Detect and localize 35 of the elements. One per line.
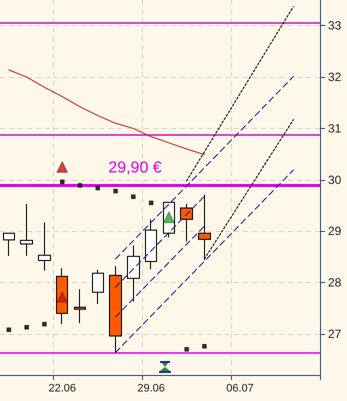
point — [56, 161, 68, 173]
candlestick — [20, 203, 33, 256]
point — [148, 200, 154, 206]
x-tick-label: 06.07 — [226, 382, 254, 394]
point — [96, 186, 100, 190]
candlestick — [145, 218, 157, 270]
x-tick-label: 29.06 — [137, 382, 165, 394]
y-tick-label: 27 — [328, 326, 342, 341]
point — [184, 347, 189, 352]
candlestick — [92, 269, 104, 305]
candlestick — [127, 245, 140, 302]
candlestick — [109, 266, 122, 354]
point — [78, 183, 82, 188]
point — [60, 180, 64, 184]
point — [113, 188, 118, 194]
line-series — [8, 69, 205, 156]
y-tick-label: 29 — [328, 224, 342, 238]
y-tick-label: 31 — [328, 121, 342, 136]
candlestick — [3, 232, 15, 256]
x-tick-label: 22.06 — [48, 382, 76, 394]
point — [42, 322, 47, 326]
y-tick-label: 33 — [328, 18, 342, 33]
point — [24, 324, 29, 330]
candlestick — [180, 203, 193, 242]
y-tick-label: 32 — [328, 70, 342, 84]
point — [6, 328, 12, 332]
candlestick — [74, 288, 86, 324]
candlestick — [38, 222, 51, 272]
point — [163, 212, 175, 224]
ref-line-label: 29,90 € — [108, 159, 162, 176]
y-tick-label: 28 — [328, 276, 342, 290]
y-tick-label: 30 — [328, 172, 342, 187]
point — [56, 291, 68, 303]
point — [202, 344, 207, 348]
point — [131, 194, 136, 199]
